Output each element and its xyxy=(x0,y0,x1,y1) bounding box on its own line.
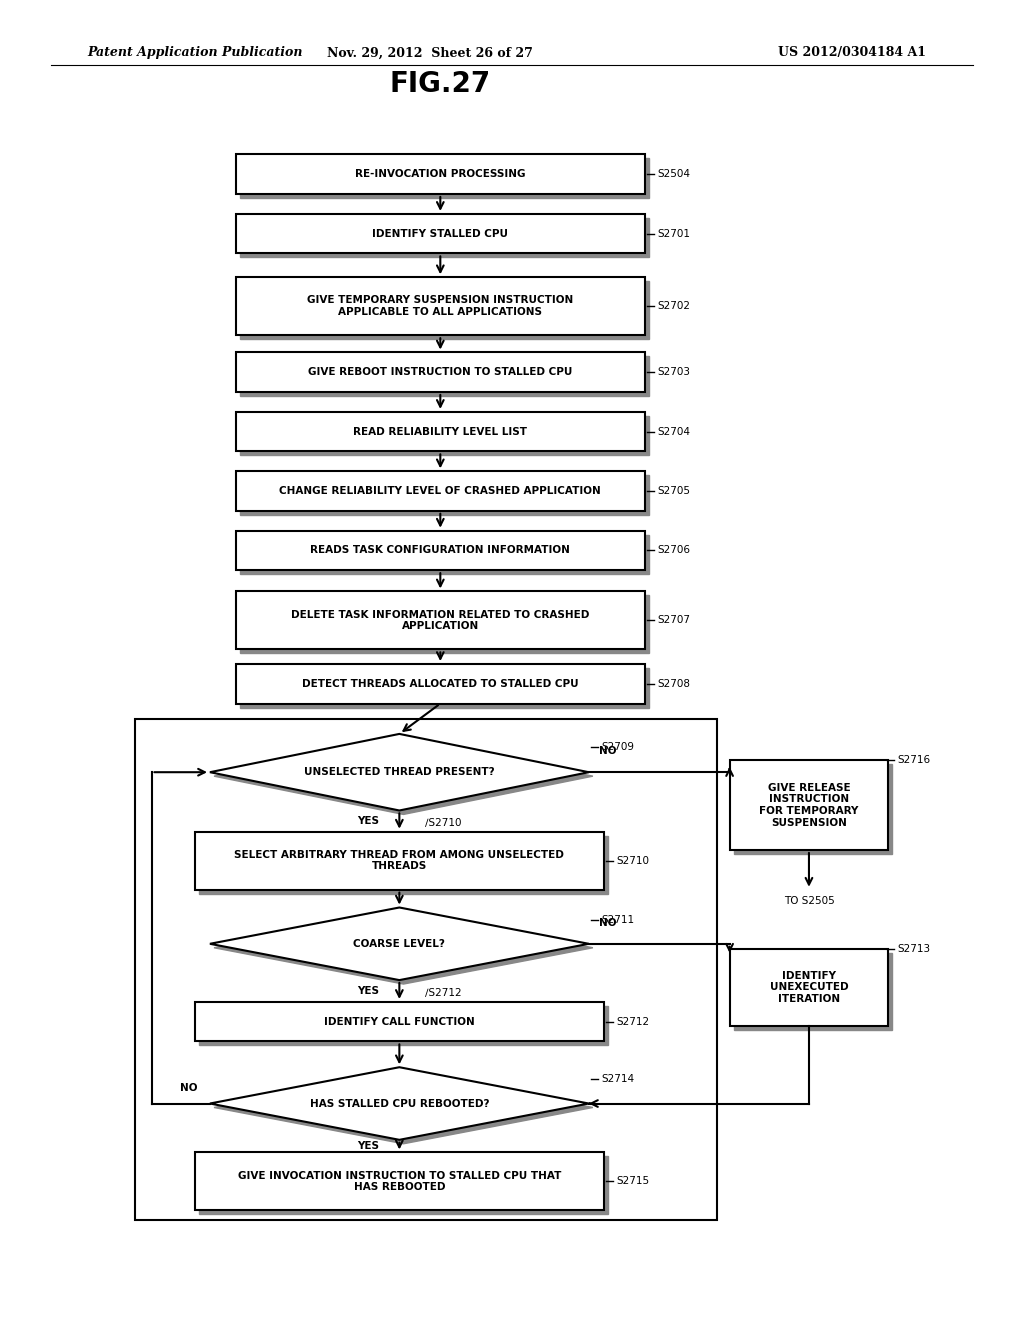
FancyBboxPatch shape xyxy=(240,475,649,515)
Text: S2708: S2708 xyxy=(657,678,690,689)
FancyBboxPatch shape xyxy=(195,1002,604,1041)
Polygon shape xyxy=(210,908,589,979)
Text: SELECT ARBITRARY THREAD FROM AMONG UNSELECTED
THREADS: SELECT ARBITRARY THREAD FROM AMONG UNSEL… xyxy=(234,850,564,871)
Text: S2715: S2715 xyxy=(616,1176,649,1187)
Text: YES: YES xyxy=(357,986,379,997)
FancyBboxPatch shape xyxy=(240,356,649,396)
Text: NO: NO xyxy=(599,917,616,928)
Polygon shape xyxy=(214,1072,593,1143)
Text: S2714: S2714 xyxy=(601,1074,634,1084)
FancyBboxPatch shape xyxy=(240,595,649,653)
Text: S2704: S2704 xyxy=(657,426,690,437)
Text: IDENTIFY STALLED CPU: IDENTIFY STALLED CPU xyxy=(373,228,508,239)
Text: READ RELIABILITY LEVEL LIST: READ RELIABILITY LEVEL LIST xyxy=(353,426,527,437)
Text: RE-INVOCATION PROCESSING: RE-INVOCATION PROCESSING xyxy=(355,169,525,180)
FancyBboxPatch shape xyxy=(236,352,645,392)
FancyBboxPatch shape xyxy=(729,760,889,850)
FancyBboxPatch shape xyxy=(240,668,649,708)
Text: GIVE REBOOT INSTRUCTION TO STALLED CPU: GIVE REBOOT INSTRUCTION TO STALLED CPU xyxy=(308,367,572,378)
Polygon shape xyxy=(214,911,593,985)
Text: US 2012/0304184 A1: US 2012/0304184 A1 xyxy=(778,46,927,59)
FancyBboxPatch shape xyxy=(236,214,645,253)
FancyBboxPatch shape xyxy=(240,416,649,455)
Text: IDENTIFY
UNEXECUTED
ITERATION: IDENTIFY UNEXECUTED ITERATION xyxy=(770,970,848,1005)
Text: S2716: S2716 xyxy=(897,755,931,766)
Text: Nov. 29, 2012  Sheet 26 of 27: Nov. 29, 2012 Sheet 26 of 27 xyxy=(327,46,534,59)
Text: DETECT THREADS ALLOCATED TO STALLED CPU: DETECT THREADS ALLOCATED TO STALLED CPU xyxy=(302,678,579,689)
Text: S2709: S2709 xyxy=(601,742,634,751)
FancyBboxPatch shape xyxy=(199,836,608,894)
Text: GIVE RELEASE
INSTRUCTION
FOR TEMPORARY
SUSPENSION: GIVE RELEASE INSTRUCTION FOR TEMPORARY S… xyxy=(759,783,859,828)
Text: ∕S2710: ∕S2710 xyxy=(425,817,462,828)
Text: S2705: S2705 xyxy=(657,486,690,496)
FancyBboxPatch shape xyxy=(240,218,649,257)
FancyBboxPatch shape xyxy=(733,953,893,1030)
FancyBboxPatch shape xyxy=(236,591,645,649)
Text: YES: YES xyxy=(357,816,379,826)
Text: S2702: S2702 xyxy=(657,301,690,312)
FancyBboxPatch shape xyxy=(729,949,889,1026)
Polygon shape xyxy=(210,734,589,810)
Text: S2713: S2713 xyxy=(897,944,931,954)
Text: S2701: S2701 xyxy=(657,228,690,239)
Text: READS TASK CONFIGURATION INFORMATION: READS TASK CONFIGURATION INFORMATION xyxy=(310,545,570,556)
Text: ∕S2712: ∕S2712 xyxy=(425,987,462,997)
FancyBboxPatch shape xyxy=(199,1156,608,1214)
Text: S2706: S2706 xyxy=(657,545,690,556)
Text: NO: NO xyxy=(599,746,616,756)
Text: IDENTIFY CALL FUNCTION: IDENTIFY CALL FUNCTION xyxy=(324,1016,475,1027)
Text: TO S2505: TO S2505 xyxy=(783,896,835,907)
Polygon shape xyxy=(210,1067,589,1139)
FancyBboxPatch shape xyxy=(236,471,645,511)
Text: CHANGE RELIABILITY LEVEL OF CRASHED APPLICATION: CHANGE RELIABILITY LEVEL OF CRASHED APPL… xyxy=(280,486,601,496)
Text: YES: YES xyxy=(357,1140,379,1151)
FancyBboxPatch shape xyxy=(236,154,645,194)
Polygon shape xyxy=(214,738,593,814)
Text: UNSELECTED THREAD PRESENT?: UNSELECTED THREAD PRESENT? xyxy=(304,767,495,777)
Text: S2710: S2710 xyxy=(616,855,649,866)
Text: COARSE LEVEL?: COARSE LEVEL? xyxy=(353,939,445,949)
Text: S2711: S2711 xyxy=(601,915,634,924)
FancyBboxPatch shape xyxy=(195,1152,604,1210)
FancyBboxPatch shape xyxy=(240,535,649,574)
Text: NO: NO xyxy=(180,1082,198,1093)
Text: Patent Application Publication: Patent Application Publication xyxy=(87,46,302,59)
Text: S2703: S2703 xyxy=(657,367,690,378)
FancyBboxPatch shape xyxy=(236,277,645,335)
Text: S2504: S2504 xyxy=(657,169,690,180)
FancyBboxPatch shape xyxy=(236,531,645,570)
FancyBboxPatch shape xyxy=(236,664,645,704)
Text: HAS STALLED CPU REBOOTED?: HAS STALLED CPU REBOOTED? xyxy=(309,1098,489,1109)
FancyBboxPatch shape xyxy=(236,412,645,451)
FancyBboxPatch shape xyxy=(240,158,649,198)
Text: GIVE INVOCATION INSTRUCTION TO STALLED CPU THAT
HAS REBOOTED: GIVE INVOCATION INSTRUCTION TO STALLED C… xyxy=(238,1171,561,1192)
Text: GIVE TEMPORARY SUSPENSION INSTRUCTION
APPLICABLE TO ALL APPLICATIONS: GIVE TEMPORARY SUSPENSION INSTRUCTION AP… xyxy=(307,296,573,317)
Text: S2707: S2707 xyxy=(657,615,690,626)
FancyBboxPatch shape xyxy=(733,764,893,854)
FancyBboxPatch shape xyxy=(240,281,649,339)
FancyBboxPatch shape xyxy=(199,1006,608,1045)
Text: DELETE TASK INFORMATION RELATED TO CRASHED
APPLICATION: DELETE TASK INFORMATION RELATED TO CRASH… xyxy=(291,610,590,631)
Text: S2712: S2712 xyxy=(616,1016,649,1027)
Text: FIG.27: FIG.27 xyxy=(390,70,490,99)
FancyBboxPatch shape xyxy=(195,832,604,890)
